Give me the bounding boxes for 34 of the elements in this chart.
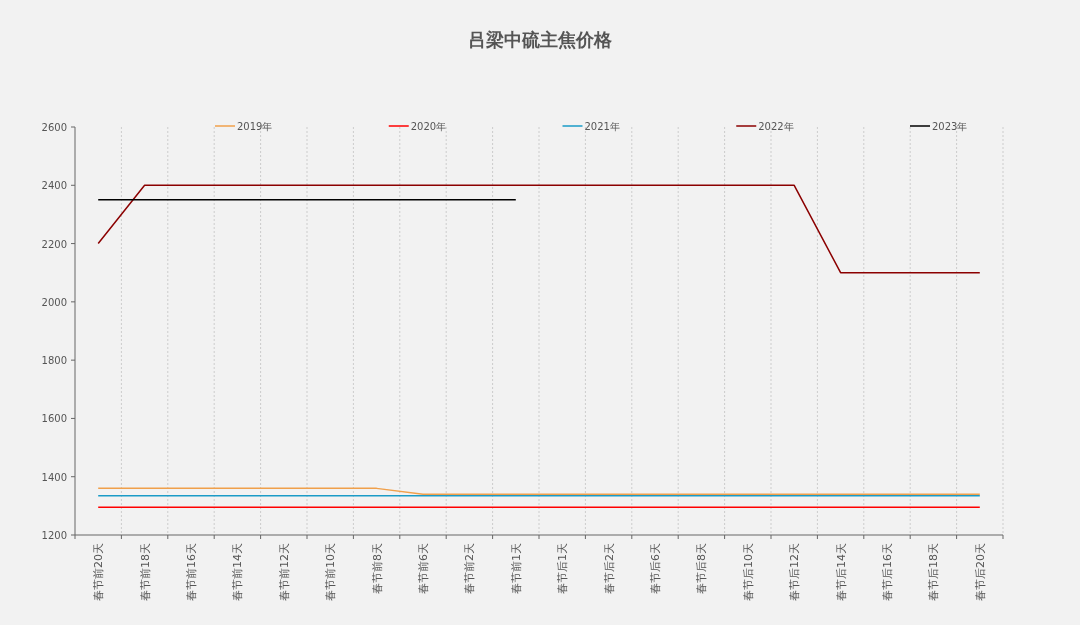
legend-label: 2019年 xyxy=(237,121,273,132)
y-tick-label: 1200 xyxy=(41,530,67,541)
legend-label: 2023年 xyxy=(932,121,968,132)
y-tick-label: 1600 xyxy=(41,413,67,425)
y-tick-label: 2400 xyxy=(41,180,67,192)
x-tick-label: 春节前8天 xyxy=(370,543,384,594)
y-tick-label: 1800 xyxy=(41,355,67,367)
chart-title: 吕梁中硫主焦价格 xyxy=(468,29,613,50)
x-tick-label: 春节前6天 xyxy=(417,543,430,594)
x-tick-label: 春节前10天 xyxy=(324,543,338,601)
x-tick-label: 春节后16天 xyxy=(881,543,894,601)
x-tick-label: 春节前2天 xyxy=(463,543,477,594)
x-tick-label: 春节前12天 xyxy=(277,543,291,601)
x-tick-label: 春节后12天 xyxy=(788,543,802,601)
y-tick-label: 2000 xyxy=(41,296,67,308)
y-tick-label: 2200 xyxy=(41,238,67,250)
x-tick-label: 春节后2天 xyxy=(602,543,616,594)
legend-label: 2020年 xyxy=(410,121,447,132)
x-tick-label: 春节前18天 xyxy=(138,543,152,601)
legend-label: 2022年 xyxy=(758,121,794,132)
legend-label: 2021年 xyxy=(584,121,620,132)
x-tick-label: 春节前1天 xyxy=(509,543,523,594)
x-tick-label: 春节后14天 xyxy=(834,543,848,601)
x-tick-label: 春节后8天 xyxy=(695,543,709,594)
x-tick-label: 春节后18天 xyxy=(927,543,941,601)
x-tick-label: 春节后6天 xyxy=(649,543,662,594)
x-tick-label: 春节前20天 xyxy=(92,543,106,601)
x-tick-label: 春节前16天 xyxy=(185,543,198,601)
y-tick-label: 1400 xyxy=(41,471,67,483)
x-tick-label: 春节后20天 xyxy=(973,543,987,601)
x-tick-label: 春节后10天 xyxy=(741,543,755,601)
x-tick-label: 春节前14天 xyxy=(231,543,245,601)
y-tick-label: 2600 xyxy=(41,122,67,133)
x-tick-label: 春节后1天 xyxy=(556,543,570,594)
